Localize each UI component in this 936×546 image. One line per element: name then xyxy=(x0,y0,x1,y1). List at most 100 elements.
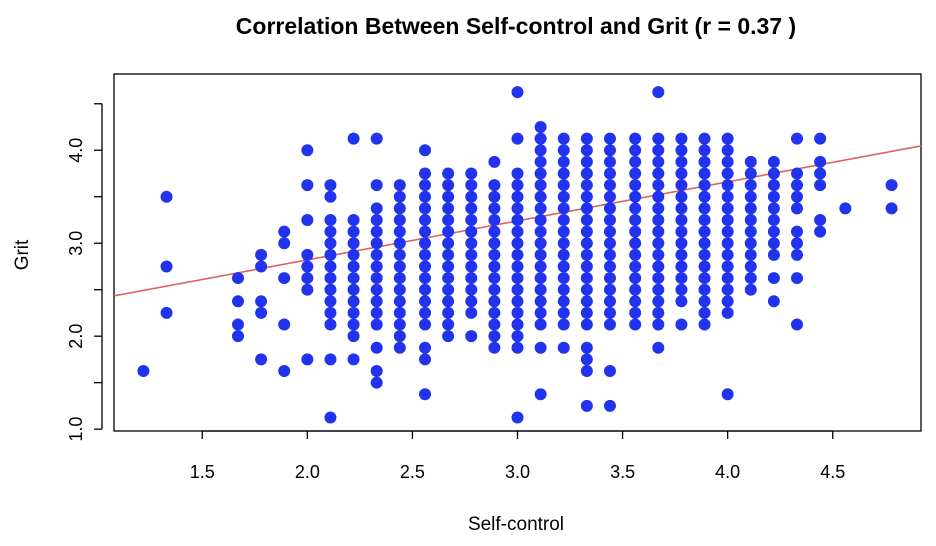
data-point xyxy=(580,213,593,226)
data-point xyxy=(511,132,524,145)
data-point xyxy=(442,330,455,343)
data-point xyxy=(465,260,478,273)
data-point xyxy=(744,272,757,285)
data-point xyxy=(767,295,780,308)
data-point xyxy=(370,237,383,250)
data-point xyxy=(652,155,665,168)
data-point xyxy=(580,260,593,273)
data-point xyxy=(652,86,665,99)
data-point xyxy=(419,237,432,250)
data-point xyxy=(301,179,314,192)
data-point xyxy=(675,260,688,273)
data-point xyxy=(393,213,406,226)
data-point xyxy=(675,248,688,261)
data-point xyxy=(721,167,734,180)
data-point xyxy=(721,248,734,261)
data-point xyxy=(557,318,570,331)
data-point xyxy=(698,202,711,215)
data-point xyxy=(442,202,455,215)
data-point xyxy=(744,237,757,250)
data-point xyxy=(347,330,360,343)
data-point xyxy=(442,225,455,238)
data-point xyxy=(721,202,734,215)
data-point xyxy=(347,225,360,238)
data-point xyxy=(603,248,616,261)
data-point xyxy=(744,202,757,215)
data-point xyxy=(629,283,642,296)
data-point xyxy=(791,225,804,238)
data-point xyxy=(580,155,593,168)
data-point xyxy=(629,167,642,180)
data-point xyxy=(393,225,406,238)
data-point xyxy=(347,237,360,250)
data-point xyxy=(580,295,593,308)
data-point xyxy=(370,248,383,261)
data-point xyxy=(511,237,524,250)
data-point xyxy=(419,260,432,273)
data-point xyxy=(698,318,711,331)
data-point xyxy=(814,179,827,192)
y-axis-label: Grit xyxy=(12,239,33,270)
data-point xyxy=(419,167,432,180)
data-point xyxy=(557,190,570,203)
data-point xyxy=(393,179,406,192)
data-point xyxy=(721,306,734,319)
data-point xyxy=(603,132,616,145)
data-point xyxy=(675,202,688,215)
data-point xyxy=(324,272,337,285)
data-point xyxy=(324,411,337,424)
data-point xyxy=(370,295,383,308)
data-point xyxy=(791,272,804,285)
data-point xyxy=(557,144,570,157)
data-point xyxy=(393,306,406,319)
data-point xyxy=(652,237,665,250)
data-point xyxy=(393,260,406,273)
data-point xyxy=(744,179,757,192)
data-point xyxy=(301,144,314,157)
data-point xyxy=(603,318,616,331)
y-tick-label: 4.0 xyxy=(66,138,86,163)
data-point xyxy=(652,132,665,145)
data-point xyxy=(675,318,688,331)
data-point xyxy=(488,341,501,354)
data-point xyxy=(534,248,547,261)
data-point xyxy=(465,225,478,238)
data-point xyxy=(814,167,827,180)
x-tick-label: 2.5 xyxy=(400,462,425,482)
data-point xyxy=(698,179,711,192)
data-point xyxy=(442,213,455,226)
data-point xyxy=(629,213,642,226)
data-point xyxy=(534,120,547,133)
data-point xyxy=(534,283,547,296)
data-point xyxy=(557,295,570,308)
data-point xyxy=(301,272,314,285)
data-point xyxy=(580,237,593,250)
data-point xyxy=(465,167,478,180)
data-point xyxy=(465,330,478,343)
data-point xyxy=(393,202,406,215)
data-point xyxy=(488,318,501,331)
data-point xyxy=(465,237,478,250)
data-point xyxy=(580,132,593,145)
data-point xyxy=(278,225,291,238)
data-point xyxy=(534,213,547,226)
data-point xyxy=(603,155,616,168)
data-point xyxy=(721,190,734,203)
data-point xyxy=(255,306,268,319)
data-point xyxy=(488,202,501,215)
data-point xyxy=(465,283,478,296)
data-point xyxy=(767,225,780,238)
data-point xyxy=(721,213,734,226)
data-point xyxy=(721,295,734,308)
data-point xyxy=(557,225,570,238)
data-point xyxy=(675,225,688,238)
data-point xyxy=(721,155,734,168)
data-point xyxy=(629,295,642,308)
data-point xyxy=(488,330,501,343)
data-point xyxy=(629,318,642,331)
data-point xyxy=(580,225,593,238)
data-point xyxy=(580,283,593,296)
data-point xyxy=(557,248,570,261)
x-tick-label: 2.0 xyxy=(295,462,320,482)
